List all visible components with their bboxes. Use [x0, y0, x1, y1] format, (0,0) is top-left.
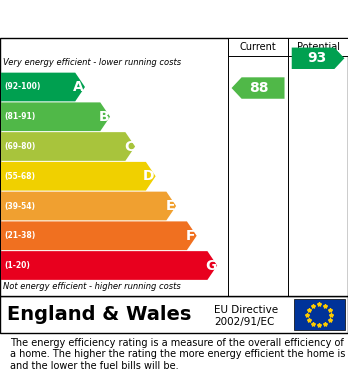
Text: The energy efficiency rating is a measure of the overall efficiency of a home. T: The energy efficiency rating is a measur… [10, 338, 346, 371]
Polygon shape [292, 48, 345, 69]
Bar [288, 38, 348, 56]
Text: 2002/91/EC: 2002/91/EC [214, 317, 274, 327]
Polygon shape [1, 192, 176, 221]
Text: D: D [143, 169, 155, 183]
Text: Energy Efficiency Rating: Energy Efficiency Rating [9, 13, 229, 27]
Text: (55-68): (55-68) [4, 172, 35, 181]
Text: (69-80): (69-80) [4, 142, 35, 151]
Polygon shape [1, 162, 156, 190]
Text: (39-54): (39-54) [4, 201, 35, 210]
Text: (21-38): (21-38) [4, 231, 35, 240]
Polygon shape [1, 251, 217, 280]
Polygon shape [231, 77, 285, 99]
Polygon shape [1, 132, 135, 161]
Text: Very energy efficient - lower running costs: Very energy efficient - lower running co… [3, 58, 182, 67]
Text: Current: Current [240, 42, 276, 52]
Text: (1-20): (1-20) [4, 261, 30, 270]
Text: Potential: Potential [296, 42, 340, 52]
Text: B: B [98, 110, 109, 124]
Polygon shape [1, 102, 110, 131]
Text: A: A [73, 80, 84, 94]
Text: C: C [124, 140, 134, 154]
Text: E: E [166, 199, 175, 213]
Bar [294, 300, 345, 330]
Text: (81-91): (81-91) [4, 112, 35, 121]
Text: F: F [186, 229, 196, 243]
Text: 93: 93 [307, 51, 326, 65]
Text: (92-100): (92-100) [4, 83, 41, 91]
Polygon shape [1, 73, 85, 101]
Text: England & Wales: England & Wales [7, 305, 191, 324]
Polygon shape [1, 221, 197, 250]
Text: EU Directive: EU Directive [214, 305, 278, 316]
Bar [228, 38, 288, 56]
Text: G: G [205, 258, 216, 273]
Text: 88: 88 [250, 81, 269, 95]
Text: Not energy efficient - higher running costs: Not energy efficient - higher running co… [3, 282, 181, 291]
